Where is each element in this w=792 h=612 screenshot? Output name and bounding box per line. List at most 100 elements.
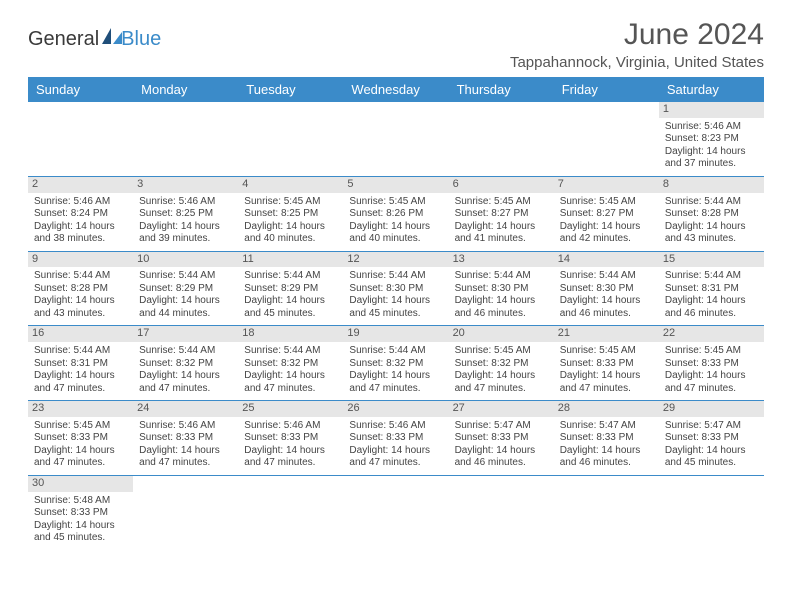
daylight-text: Daylight: 14 hours [34, 520, 127, 533]
day-cell: 23Sunrise: 5:45 AMSunset: 8:33 PMDayligh… [28, 401, 133, 476]
daylight-text: Daylight: 14 hours [349, 370, 442, 383]
sunrise-text: Sunrise: 5:45 AM [455, 196, 548, 209]
sunrise-text: Sunrise: 5:44 AM [139, 345, 232, 358]
daylight-text: and 45 minutes. [665, 457, 758, 470]
sunrise-text: Sunrise: 5:45 AM [244, 196, 337, 209]
day-cell: 30Sunrise: 5:48 AMSunset: 8:33 PMDayligh… [28, 475, 133, 549]
sunset-text: Sunset: 8:29 PM [139, 283, 232, 296]
daylight-text: and 47 minutes. [244, 457, 337, 470]
day-number: 13 [449, 252, 554, 268]
daylight-text: Daylight: 14 hours [34, 221, 127, 234]
sunrise-text: Sunrise: 5:45 AM [560, 196, 653, 209]
daylight-text: and 47 minutes. [455, 383, 548, 396]
daylight-text: and 45 minutes. [34, 532, 127, 545]
daylight-text: and 40 minutes. [244, 233, 337, 246]
sunset-text: Sunset: 8:33 PM [665, 358, 758, 371]
sunrise-text: Sunrise: 5:46 AM [34, 196, 127, 209]
day-cell: 12Sunrise: 5:44 AMSunset: 8:30 PMDayligh… [343, 251, 448, 326]
day-number: 30 [28, 476, 133, 492]
sunset-text: Sunset: 8:32 PM [349, 358, 442, 371]
sunset-text: Sunset: 8:32 PM [244, 358, 337, 371]
daylight-text: Daylight: 14 hours [349, 445, 442, 458]
day-number: 7 [554, 177, 659, 193]
day-number: 9 [28, 252, 133, 268]
daylight-text: Daylight: 14 hours [349, 221, 442, 234]
day-number: 21 [554, 326, 659, 342]
day-number: 3 [133, 177, 238, 193]
sunset-text: Sunset: 8:30 PM [560, 283, 653, 296]
day-cell: 5Sunrise: 5:45 AMSunset: 8:26 PMDaylight… [343, 176, 448, 251]
day-number: 25 [238, 401, 343, 417]
sail-icon [101, 26, 123, 52]
daylight-text: Daylight: 14 hours [560, 445, 653, 458]
sunset-text: Sunset: 8:23 PM [665, 133, 758, 146]
sunrise-text: Sunrise: 5:44 AM [665, 270, 758, 283]
daylight-text: Daylight: 14 hours [34, 445, 127, 458]
blank-cell [343, 475, 448, 549]
sunset-text: Sunset: 8:33 PM [560, 358, 653, 371]
day-cell: 7Sunrise: 5:45 AMSunset: 8:27 PMDaylight… [554, 176, 659, 251]
daylight-text: Daylight: 14 hours [34, 295, 127, 308]
daylight-text: and 47 minutes. [349, 457, 442, 470]
daylight-text: Daylight: 14 hours [455, 370, 548, 383]
sunrise-text: Sunrise: 5:47 AM [455, 420, 548, 433]
daylight-text: Daylight: 14 hours [244, 295, 337, 308]
sunset-text: Sunset: 8:28 PM [34, 283, 127, 296]
brand-text-1: General [28, 28, 99, 51]
header: General Blue June 2024 Tappahannock, Vir… [28, 18, 764, 71]
daylight-text: Daylight: 14 hours [560, 295, 653, 308]
daylight-text: and 39 minutes. [139, 233, 232, 246]
daylight-text: and 47 minutes. [244, 383, 337, 396]
sunrise-text: Sunrise: 5:47 AM [560, 420, 653, 433]
daylight-text: Daylight: 14 hours [139, 221, 232, 234]
brand-text-2: Blue [121, 28, 161, 51]
daylight-text: Daylight: 14 hours [139, 295, 232, 308]
day-number: 5 [343, 177, 448, 193]
day-cell: 10Sunrise: 5:44 AMSunset: 8:29 PMDayligh… [133, 251, 238, 326]
sunrise-text: Sunrise: 5:44 AM [349, 345, 442, 358]
sunset-text: Sunset: 8:31 PM [665, 283, 758, 296]
day-cell: 6 Sunrise: 5:45 AMSunset: 8:27 PMDaylight… [449, 176, 554, 251]
daylight-text: and 46 minutes. [560, 457, 653, 470]
day-cell: 4Sunrise: 5:45 AMSunset: 8:25 PMDaylight… [238, 176, 343, 251]
day-number: 27 [449, 401, 554, 417]
title-block: June 2024 Tappahannock, Virginia, United… [510, 18, 764, 71]
sunrise-text: Sunrise: 5:48 AM [34, 495, 127, 508]
daylight-text: Daylight: 14 hours [665, 445, 758, 458]
daylight-text: Daylight: 14 hours [665, 146, 758, 159]
day-cell: 14Sunrise: 5:44 AMSunset: 8:30 PMDayligh… [554, 251, 659, 326]
sunset-text: Sunset: 8:33 PM [349, 432, 442, 445]
day-cell: 24Sunrise: 5:46 AMSunset: 8:33 PMDayligh… [133, 401, 238, 476]
blank-cell [238, 102, 343, 176]
day-cell: 15Sunrise: 5:44 AMSunset: 8:31 PMDayligh… [659, 251, 764, 326]
day-cell: 27Sunrise: 5:47 AMSunset: 8:33 PMDayligh… [449, 401, 554, 476]
daylight-text: and 40 minutes. [349, 233, 442, 246]
sunset-text: Sunset: 8:27 PM [455, 208, 548, 221]
day-cell: 11Sunrise: 5:44 AMSunset: 8:29 PMDayligh… [238, 251, 343, 326]
sunrise-text: Sunrise: 5:44 AM [244, 270, 337, 283]
daylight-text: and 45 minutes. [349, 308, 442, 321]
sunrise-text: Sunrise: 5:44 AM [34, 345, 127, 358]
sunrise-text: Sunrise: 5:45 AM [349, 196, 442, 209]
sunrise-text: Sunrise: 5:44 AM [349, 270, 442, 283]
daylight-text: and 47 minutes. [34, 457, 127, 470]
daylight-text: Daylight: 14 hours [455, 221, 548, 234]
day-number: 20 [449, 326, 554, 342]
daylight-text: and 42 minutes. [560, 233, 653, 246]
blank-cell [133, 475, 238, 549]
sunrise-text: Sunrise: 5:46 AM [665, 121, 758, 134]
day-number: 28 [554, 401, 659, 417]
day-cell: 16Sunrise: 5:44 AMSunset: 8:31 PMDayligh… [28, 326, 133, 401]
day-cell: 3Sunrise: 5:46 AMSunset: 8:25 PMDaylight… [133, 176, 238, 251]
calendar-table: SundayMondayTuesdayWednesdayThursdayFrid… [28, 77, 764, 550]
day-number: 6 [449, 177, 554, 193]
sunset-text: Sunset: 8:33 PM [665, 432, 758, 445]
daylight-text: Daylight: 14 hours [139, 445, 232, 458]
blank-cell [133, 102, 238, 176]
daylight-text: and 47 minutes. [139, 457, 232, 470]
daylight-text: and 47 minutes. [139, 383, 232, 396]
daylight-text: Daylight: 14 hours [560, 370, 653, 383]
daylight-text: and 41 minutes. [455, 233, 548, 246]
day-cell: 22Sunrise: 5:45 AMSunset: 8:33 PMDayligh… [659, 326, 764, 401]
location: Tappahannock, Virginia, United States [510, 54, 764, 71]
